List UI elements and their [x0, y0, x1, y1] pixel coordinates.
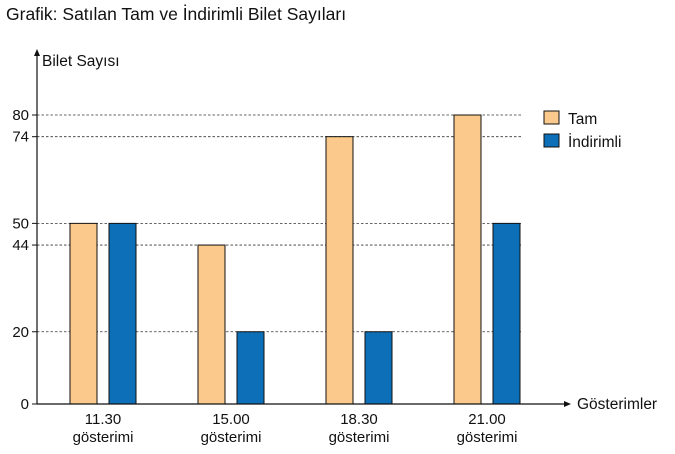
y-tick-label: 20	[12, 324, 29, 341]
y-tick-label: 80	[12, 107, 29, 124]
y-tick-label: 0	[21, 396, 29, 413]
bar-tam	[197, 244, 226, 405]
category-label-time: 15.00	[212, 411, 250, 428]
bar-indirimli	[492, 222, 521, 405]
bar-tam	[453, 114, 482, 405]
category-label-word: gösterimi	[329, 429, 390, 446]
category-label-word: gösterimi	[201, 429, 262, 446]
category-label-time: 11.30	[85, 411, 121, 428]
y-tick-label: 74	[12, 129, 29, 146]
category-label-word: gösterimi	[457, 429, 518, 446]
y-tick-label: 44	[12, 237, 29, 254]
legend-swatch	[543, 133, 560, 148]
legend-swatch	[543, 110, 560, 125]
legend-label: Tam	[568, 111, 597, 128]
legend-label: İndirimli	[568, 133, 621, 151]
y-tick-label: 50	[12, 215, 29, 232]
bar-indirimli	[364, 331, 393, 405]
x-axis-label: Gösterimler	[577, 396, 657, 413]
bar-indirimli	[236, 331, 265, 405]
bar-indirimli	[108, 222, 137, 405]
bar-tam	[325, 136, 354, 405]
category-label-time: 18.30	[340, 411, 378, 428]
category-label-time: 21.00	[468, 411, 506, 428]
y-axis-label: Bilet Sayısı	[42, 53, 120, 70]
bar-tam	[69, 222, 98, 405]
chart-title: Grafik: Satılan Tam ve İndirimli Bilet S…	[6, 4, 347, 24]
category-label-word: gösterimi	[73, 429, 134, 446]
